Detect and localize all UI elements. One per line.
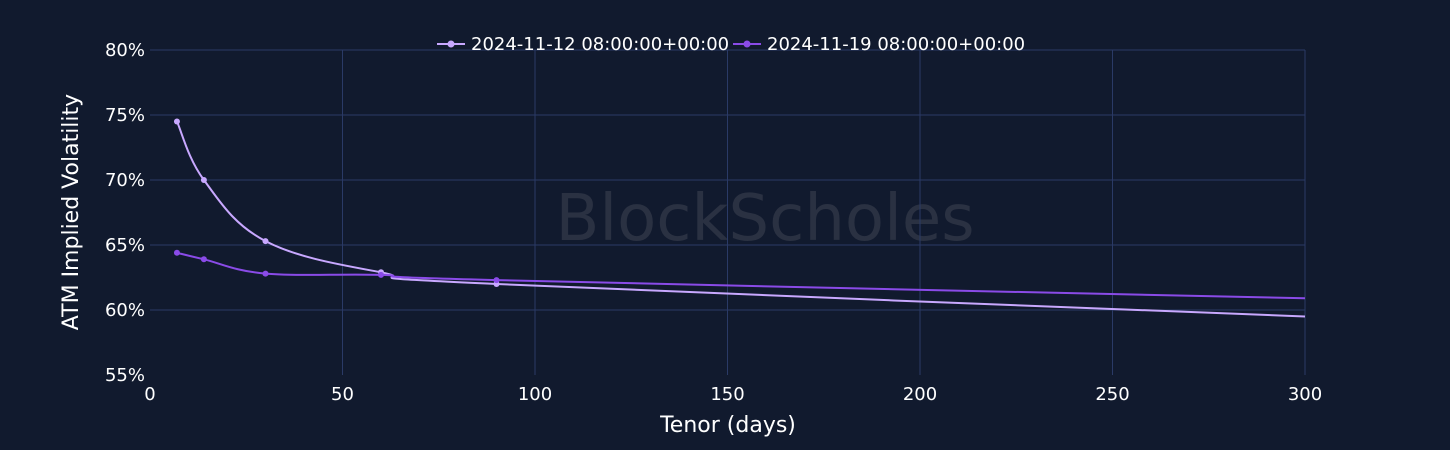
legend-item-2[interactable]: 2024-11-19 08:00:00+00:00 [733,34,1025,55]
x-tick-label: 150 [710,384,744,405]
y-axis-title: ATM Implied Volatility [59,94,84,330]
data-point [200,256,207,263]
data-point [200,177,207,183]
data-point [173,118,180,125]
data-point [262,270,269,277]
y-tick-label: 75% [105,105,145,126]
data-point [262,238,269,245]
y-tick-label: 80% [105,40,145,61]
y-tick-label: 55% [105,365,145,386]
y-axis-ticks: 55% 60% 65% 70% 75% 80% [105,40,145,386]
x-tick-label: 200 [903,384,937,405]
data-point [378,271,384,278]
x-tick-label: 0 [144,384,155,405]
data-point [173,249,180,256]
x-tick-label: 300 [1288,384,1322,405]
series-lines [176,121,1306,318]
y-tick-label: 70% [105,170,145,191]
legend-item-1[interactable]: 2024-11-12 08:00:00+00:00 [437,34,729,55]
legend-swatch-marker [743,40,751,48]
x-tick-label: 250 [1095,384,1129,405]
x-axis-ticks: 0 50 100 150 200 250 300 [144,384,1322,405]
x-axis-title: Tenor (days) [659,413,796,438]
x-tick-label: 50 [331,384,354,405]
grid [150,49,1306,375]
legend-swatch-marker [447,40,455,48]
series-line-2 [176,251,1306,300]
series-markers [173,118,500,287]
legend-label: 2024-11-12 08:00:00+00:00 [471,34,729,55]
watermark: BlockScholes [555,182,974,256]
data-point [493,277,500,284]
x-tick-label: 100 [518,384,552,405]
legend: 2024-11-12 08:00:00+00:00 2024-11-19 08:0… [437,34,1025,55]
y-tick-label: 65% [105,235,145,256]
y-tick-label: 60% [105,300,145,321]
legend-label: 2024-11-19 08:00:00+00:00 [767,34,1025,55]
